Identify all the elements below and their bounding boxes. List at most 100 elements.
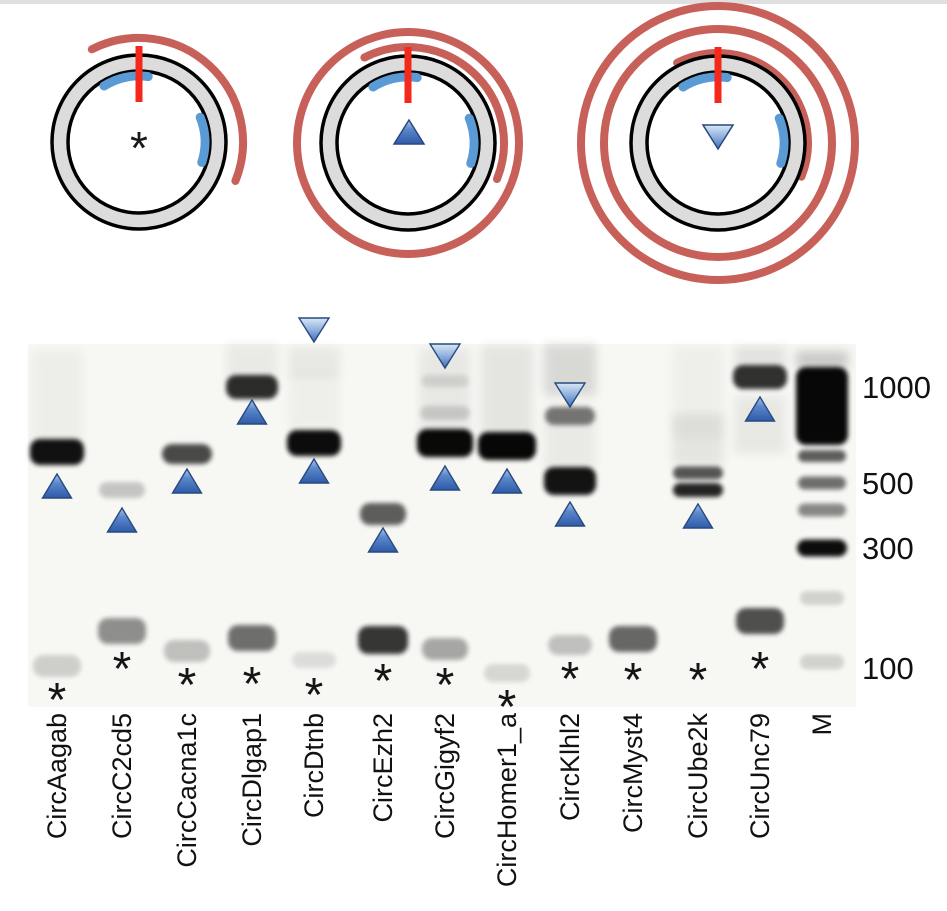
red-rca-loop bbox=[600, 25, 836, 261]
lane-label: CircGigyf2 bbox=[430, 713, 460, 839]
down-triangle-marker bbox=[428, 343, 462, 370]
up-triangle-marker bbox=[106, 506, 138, 533]
gel-band bbox=[544, 467, 596, 495]
red-rca-arc bbox=[87, 33, 247, 185]
gel-band bbox=[800, 591, 844, 605]
lane-label: CircEzh2 bbox=[368, 713, 398, 823]
gel-lane: M bbox=[796, 351, 848, 736]
asterisk-marker: * bbox=[751, 643, 770, 696]
gel-lane: *CircDlgap1 bbox=[226, 343, 278, 847]
up-triangle-marker bbox=[236, 398, 268, 425]
up-triangle-marker bbox=[367, 526, 399, 553]
gel-lane: * CircUbe2k bbox=[672, 414, 724, 840]
up-triangle-symbol bbox=[392, 118, 426, 145]
up-triangle-marker bbox=[682, 502, 714, 529]
gel-band bbox=[673, 483, 723, 497]
lane-smear bbox=[226, 343, 278, 381]
down-triangle-marker bbox=[297, 317, 331, 344]
gel-band bbox=[478, 432, 536, 460]
gel-band bbox=[98, 618, 146, 644]
top-edge-bar bbox=[0, 0, 947, 4]
schematic-panel-linear: * bbox=[52, 33, 247, 229]
gel-lane: *CircGigyf2 bbox=[417, 343, 473, 839]
lane-label: CircHomer1_a bbox=[492, 712, 522, 887]
red-rca-arc bbox=[673, 49, 812, 181]
gel-band bbox=[736, 608, 784, 634]
gel-band bbox=[33, 655, 81, 677]
size-marker-label: 500 bbox=[862, 466, 914, 501]
gel-lane: *CircDtnb bbox=[287, 317, 341, 818]
schematic-panel-multi-round bbox=[577, 2, 859, 284]
gel-dynamic: *CircAagab*CircC2cd5*CircCacna1c*CircDlg… bbox=[30, 317, 931, 887]
up-triangle-marker bbox=[298, 457, 330, 484]
gel-band bbox=[164, 640, 210, 662]
gel-lane: *CircAagab bbox=[30, 350, 84, 839]
gel-band bbox=[484, 664, 530, 682]
lane-label: CircMyst4 bbox=[618, 713, 648, 833]
gel-band bbox=[798, 450, 846, 462]
gel-band bbox=[30, 439, 84, 465]
up-triangle-marker bbox=[429, 464, 461, 491]
lane-label: M bbox=[807, 713, 837, 736]
lane-smear bbox=[481, 345, 533, 443]
lane-label: CircCacna1c bbox=[172, 713, 202, 868]
lane-smear bbox=[796, 351, 848, 369]
gel-band bbox=[422, 638, 468, 660]
asterisk-marker: * bbox=[374, 655, 393, 708]
gel-panel: *CircAagab*CircC2cd5*CircCacna1c*CircDlg… bbox=[28, 317, 931, 887]
lane-smear bbox=[31, 350, 83, 450]
gel-band bbox=[420, 406, 470, 420]
lane-label: CircKlhl2 bbox=[555, 713, 585, 821]
red-rca-arc bbox=[360, 43, 508, 183]
schematic-panel-one-round bbox=[293, 28, 523, 258]
gel-lane: * CircC2cd5 bbox=[98, 482, 146, 839]
down-triangle-symbol bbox=[701, 124, 735, 151]
red-rca-loop-outer bbox=[577, 2, 859, 284]
asterisk-marker: * bbox=[436, 659, 455, 712]
gel-band bbox=[796, 367, 848, 445]
gel-band bbox=[292, 652, 336, 668]
up-triangle-marker bbox=[491, 467, 523, 494]
lane-smear bbox=[672, 414, 724, 466]
size-marker-label: 300 bbox=[862, 531, 914, 566]
gel-band bbox=[358, 626, 408, 654]
asterisk-marker: * bbox=[113, 643, 132, 696]
lane-smear bbox=[288, 347, 340, 377]
gel-band bbox=[733, 365, 787, 389]
gel-band bbox=[609, 626, 657, 652]
asterisk-marker: * bbox=[689, 654, 708, 707]
gel-band bbox=[226, 375, 278, 399]
lane-label: CircUbe2k bbox=[683, 713, 713, 840]
gel-band bbox=[287, 430, 341, 456]
asterisk-marker: * bbox=[48, 674, 67, 727]
asterisk-marker: * bbox=[561, 653, 580, 706]
down-triangle-marker bbox=[553, 382, 587, 409]
gel-lane: * CircMyst4 bbox=[609, 626, 657, 833]
asterisk-symbol: * bbox=[130, 122, 148, 174]
asterisk-marker: * bbox=[498, 681, 517, 734]
gel-band bbox=[99, 482, 145, 498]
lane-smear bbox=[288, 372, 340, 432]
asterisk-marker: * bbox=[178, 659, 197, 712]
lane-label: CircUnc79 bbox=[745, 713, 775, 839]
gel-band bbox=[228, 625, 276, 651]
asterisk-marker: * bbox=[624, 654, 643, 707]
gel-band bbox=[800, 654, 844, 670]
lane-label: CircC2cd5 bbox=[107, 713, 137, 839]
gel-band bbox=[673, 466, 723, 480]
gel-band bbox=[797, 539, 847, 557]
gel-band bbox=[798, 503, 846, 517]
lane-label: CircDtnb bbox=[299, 713, 329, 818]
red-rca-loop bbox=[293, 28, 523, 258]
asterisk-marker: * bbox=[243, 658, 262, 711]
gel-lane: * CircKlhl2 bbox=[544, 344, 596, 821]
gel-lane: *CircHomer1_a bbox=[478, 345, 536, 887]
gel-lane: * CircUnc79 bbox=[733, 346, 787, 839]
up-triangle-marker bbox=[41, 472, 73, 499]
gel-band bbox=[360, 503, 406, 525]
up-triangle-marker bbox=[171, 467, 203, 494]
gel-lane: * CircEzh2 bbox=[358, 503, 408, 823]
asterisk-marker: * bbox=[305, 669, 324, 722]
